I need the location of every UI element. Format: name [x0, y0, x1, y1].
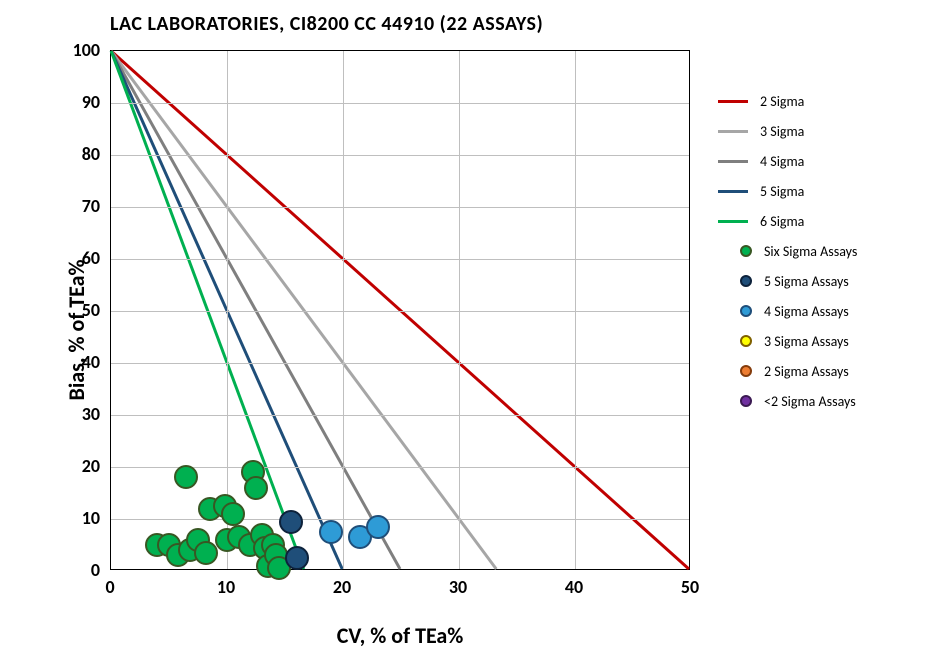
legend-label: 6 Sigma: [760, 213, 804, 230]
legend-row-marker: 3 Sigma Assays: [718, 326, 928, 356]
legend-swatch-marker: [740, 305, 752, 317]
gridline-h: [111, 467, 689, 468]
data-point: [279, 510, 303, 534]
x-axis-label: CV, % of TEa%: [110, 622, 690, 649]
data-point: [194, 541, 218, 565]
y-tick-label: 0: [91, 559, 100, 581]
legend-swatch-line: [718, 100, 748, 103]
y-axis-label: Bias, % of TEa%: [63, 259, 90, 400]
data-point: [366, 515, 390, 539]
sigma-lines-layer: [111, 51, 689, 569]
data-point: [319, 520, 343, 544]
y-tick-label: 80: [82, 143, 100, 165]
y-tick-label: 20: [82, 455, 100, 477]
gridline-h: [111, 259, 689, 260]
gridline-v: [459, 51, 460, 569]
legend-swatch-line: [718, 160, 748, 163]
legend-label: Six Sigma Assays: [764, 243, 857, 260]
legend-label: <2 Sigma Assays: [764, 393, 856, 410]
legend-swatch-line: [718, 190, 748, 193]
data-point: [174, 465, 198, 489]
legend-label: 4 Sigma Assays: [764, 303, 849, 320]
legend-label: 5 Sigma Assays: [764, 273, 849, 290]
gridline-h: [111, 519, 689, 520]
gridline-h: [111, 155, 689, 156]
chart-stage: LAC LABORATORIES, CI8200 CC 44910 (22 AS…: [0, 0, 946, 659]
legend-label: 5 Sigma: [760, 183, 804, 200]
legend-label: 2 Sigma: [760, 93, 804, 110]
gridline-v: [343, 51, 344, 569]
legend: 2 Sigma 3 Sigma 4 Sigma 5 Sigma 6 Sigma Six S…: [718, 86, 928, 416]
legend-row-marker: 4 Sigma Assays: [718, 296, 928, 326]
legend-swatch-marker: [740, 275, 752, 287]
legend-row-marker: 2 Sigma Assays: [718, 356, 928, 386]
sigma-line: [111, 51, 496, 569]
legend-row-line: 3 Sigma: [718, 116, 928, 146]
gridline-h: [111, 363, 689, 364]
legend-label: 3 Sigma Assays: [764, 333, 849, 350]
legend-row-line: 4 Sigma: [718, 146, 928, 176]
data-point: [244, 476, 268, 500]
gridline-v: [227, 51, 228, 569]
legend-row-marker: <2 Sigma Assays: [718, 386, 928, 416]
sigma-line: [111, 51, 304, 569]
y-tick-label: 70: [82, 195, 100, 217]
legend-row-marker: Six Sigma Assays: [718, 236, 928, 266]
legend-row-line: 2 Sigma: [718, 86, 928, 116]
y-tick-label: 50: [82, 299, 100, 321]
legend-row-marker: 5 Sigma Assays: [718, 266, 928, 296]
x-tick-label: 50: [681, 576, 699, 598]
sigma-line: [111, 51, 689, 569]
gridline-h: [111, 311, 689, 312]
x-tick-label: 30: [449, 576, 467, 598]
gridline-h: [111, 103, 689, 104]
x-tick-label: 40: [565, 576, 583, 598]
legend-label: 2 Sigma Assays: [764, 363, 849, 380]
x-tick-label: 10: [217, 576, 235, 598]
data-point: [221, 502, 245, 526]
legend-swatch-line: [718, 130, 748, 133]
data-point: [285, 546, 309, 570]
y-tick-label: 10: [82, 507, 100, 529]
y-tick-label: 60: [82, 247, 100, 269]
gridline-h: [111, 207, 689, 208]
gridline-h: [111, 415, 689, 416]
plot-area: [110, 50, 690, 570]
legend-swatch-marker: [740, 395, 752, 407]
legend-swatch-line: [718, 220, 748, 223]
x-tick-label: 0: [105, 576, 114, 598]
chart-title: LAC LABORATORIES, CI8200 CC 44910 (22 AS…: [110, 12, 543, 36]
legend-row-line: 6 Sigma: [718, 206, 928, 236]
legend-swatch-marker: [740, 365, 752, 377]
x-tick-label: 20: [333, 576, 351, 598]
gridline-v: [575, 51, 576, 569]
legend-row-line: 5 Sigma: [718, 176, 928, 206]
y-tick-label: 30: [82, 403, 100, 425]
legend-swatch-marker: [740, 335, 752, 347]
y-tick-label: 90: [82, 91, 100, 113]
legend-swatch-marker: [740, 245, 752, 257]
legend-label: 4 Sigma: [760, 153, 804, 170]
y-tick-label: 40: [82, 351, 100, 373]
legend-label: 3 Sigma: [760, 123, 804, 140]
y-tick-label: 100: [73, 39, 100, 61]
